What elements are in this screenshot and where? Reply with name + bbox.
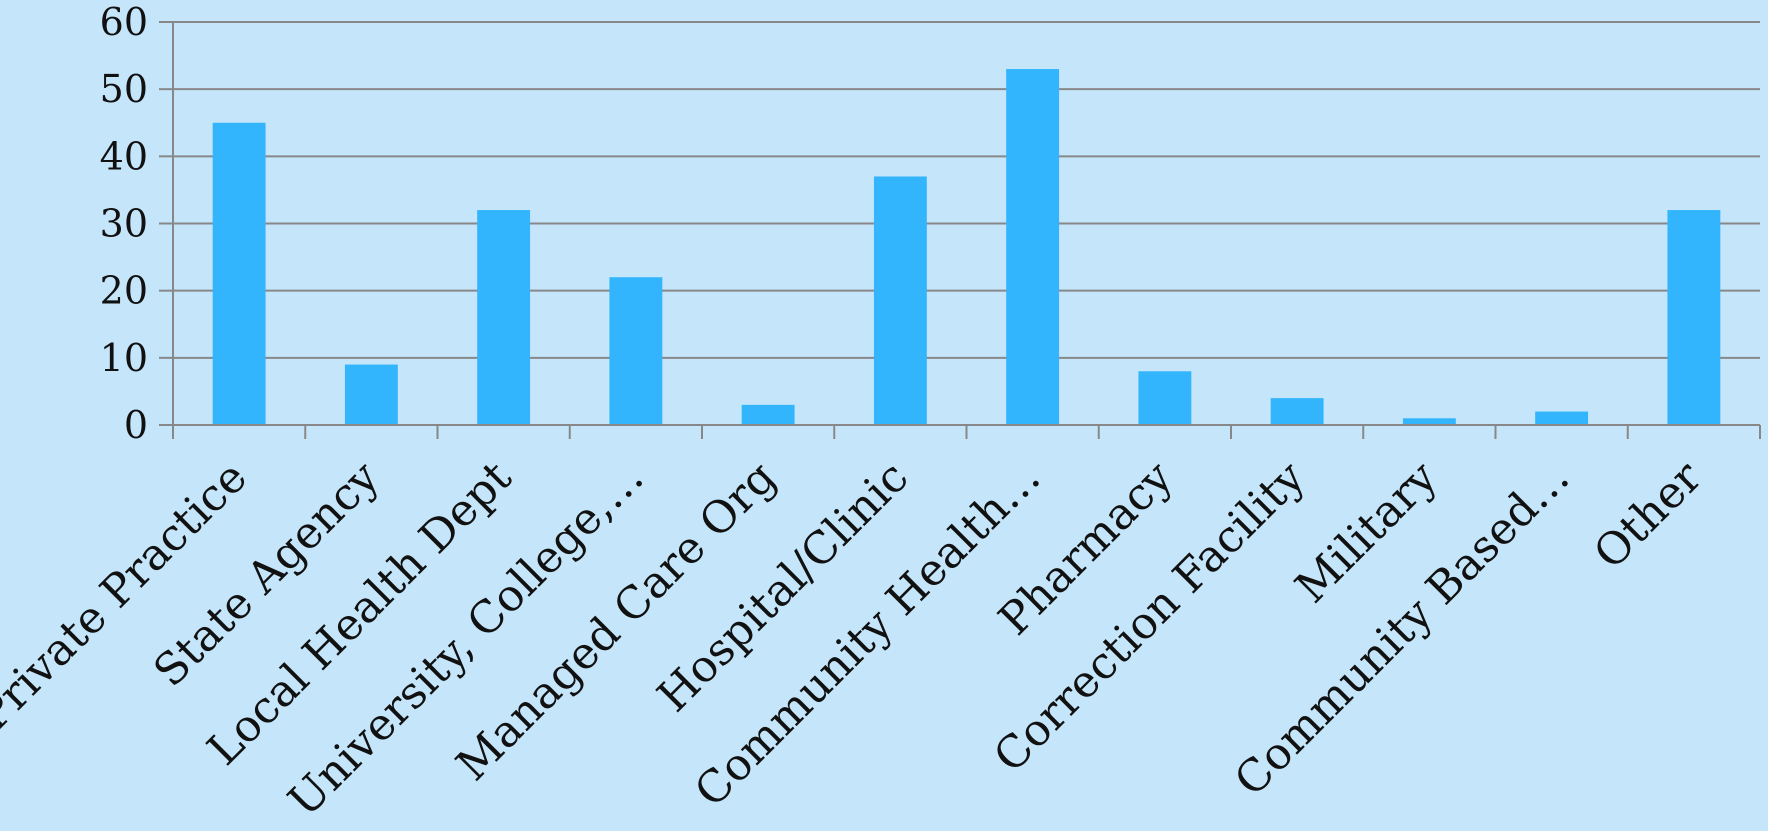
y-tick-label: 0 [124,403,148,447]
bars [212,69,1721,426]
bar [1270,398,1324,425]
bar [344,364,398,425]
bar [1138,371,1192,425]
y-tick-label: 50 [100,67,148,111]
bar [477,210,531,425]
bar [1402,418,1456,425]
bar [1006,69,1060,426]
x-tick-label: State Agency [144,452,389,697]
y-tick-label: 40 [100,134,148,178]
bar [609,277,663,425]
grid-lines [173,21,1760,426]
y-tick-label: 20 [100,269,148,313]
axes [159,21,1761,439]
bar [1535,411,1589,425]
bar [873,176,927,425]
x-tick-label: Other [1584,451,1712,579]
bar [1667,210,1721,425]
y-tick-label: 30 [100,202,148,246]
y-tick-label: 60 [100,0,148,44]
y-tick-label: 10 [100,336,148,380]
bar [212,122,266,425]
x-tick-label: Hospital/Clinic [648,452,918,722]
bar [741,404,795,425]
